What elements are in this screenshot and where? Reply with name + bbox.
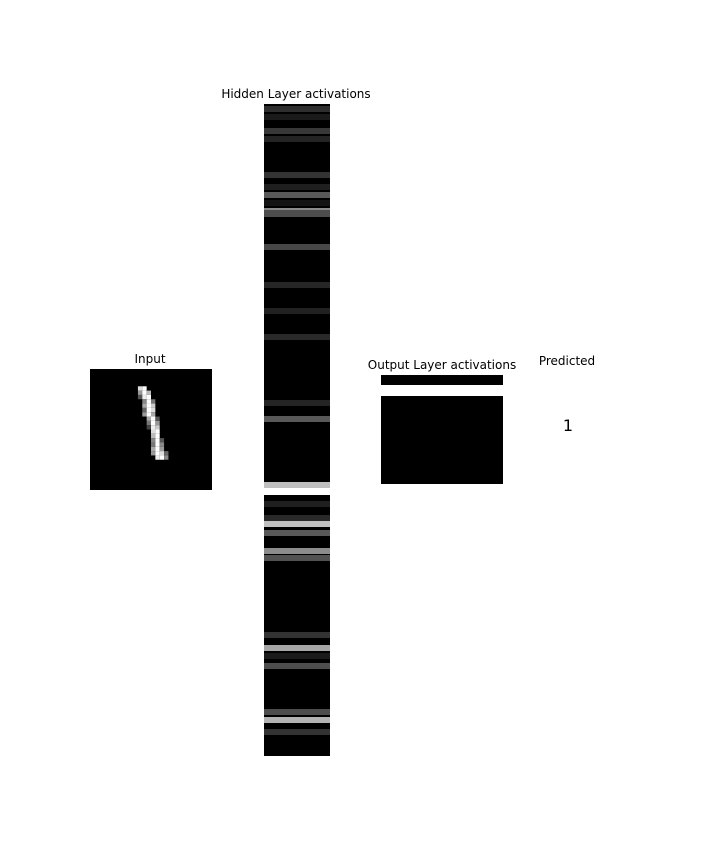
hidden-activation-band [264, 244, 330, 250]
hidden-activation-band [264, 192, 330, 198]
hidden-activation-band [264, 729, 330, 735]
hidden-activation-band [264, 482, 330, 488]
hidden-activation-band [264, 653, 330, 659]
hidden-activation-band [264, 530, 330, 536]
hidden-activation-band [264, 114, 330, 120]
hidden-activation-band [264, 282, 330, 288]
hidden-activation-band [264, 210, 330, 217]
hidden-activation-band [264, 200, 330, 206]
hidden-layer-title: Hidden Layer activations [221, 87, 371, 101]
digit-one-icon [137, 386, 169, 460]
output-layer-activations [381, 375, 503, 484]
hidden-activation-band [264, 308, 330, 314]
hidden-activation-band [264, 416, 330, 422]
hidden-activation-band [264, 128, 330, 134]
hidden-activation-band [264, 521, 330, 527]
hidden-activation-band [264, 184, 330, 190]
hidden-activation-band [264, 334, 330, 340]
predicted-title: Predicted [538, 354, 596, 368]
hidden-activation-band [264, 548, 330, 554]
hidden-activation-band [264, 400, 330, 406]
output-activation-cell [381, 375, 503, 385]
hidden-activation-band [264, 632, 330, 638]
hidden-layer-activations-upper [264, 104, 330, 488]
input-digit-image [90, 369, 212, 490]
hidden-activation-band [264, 663, 330, 669]
hidden-activation-band [264, 172, 330, 178]
hidden-layer-activations-lower [264, 495, 330, 756]
hidden-activation-band [264, 717, 330, 723]
hidden-activation-band [264, 515, 330, 521]
output-activation-cell [381, 396, 503, 484]
hidden-activation-band [264, 709, 330, 715]
hidden-activation-band [264, 555, 330, 561]
output-layer-title: Output Layer activations [367, 358, 517, 372]
output-activation-cell [381, 385, 503, 396]
predicted-value: 1 [562, 416, 574, 435]
hidden-activation-band [264, 645, 330, 651]
hidden-activation-band [264, 106, 330, 112]
input-title: Input [134, 352, 166, 366]
hidden-activation-band [264, 501, 330, 507]
hidden-activation-band [264, 136, 330, 142]
